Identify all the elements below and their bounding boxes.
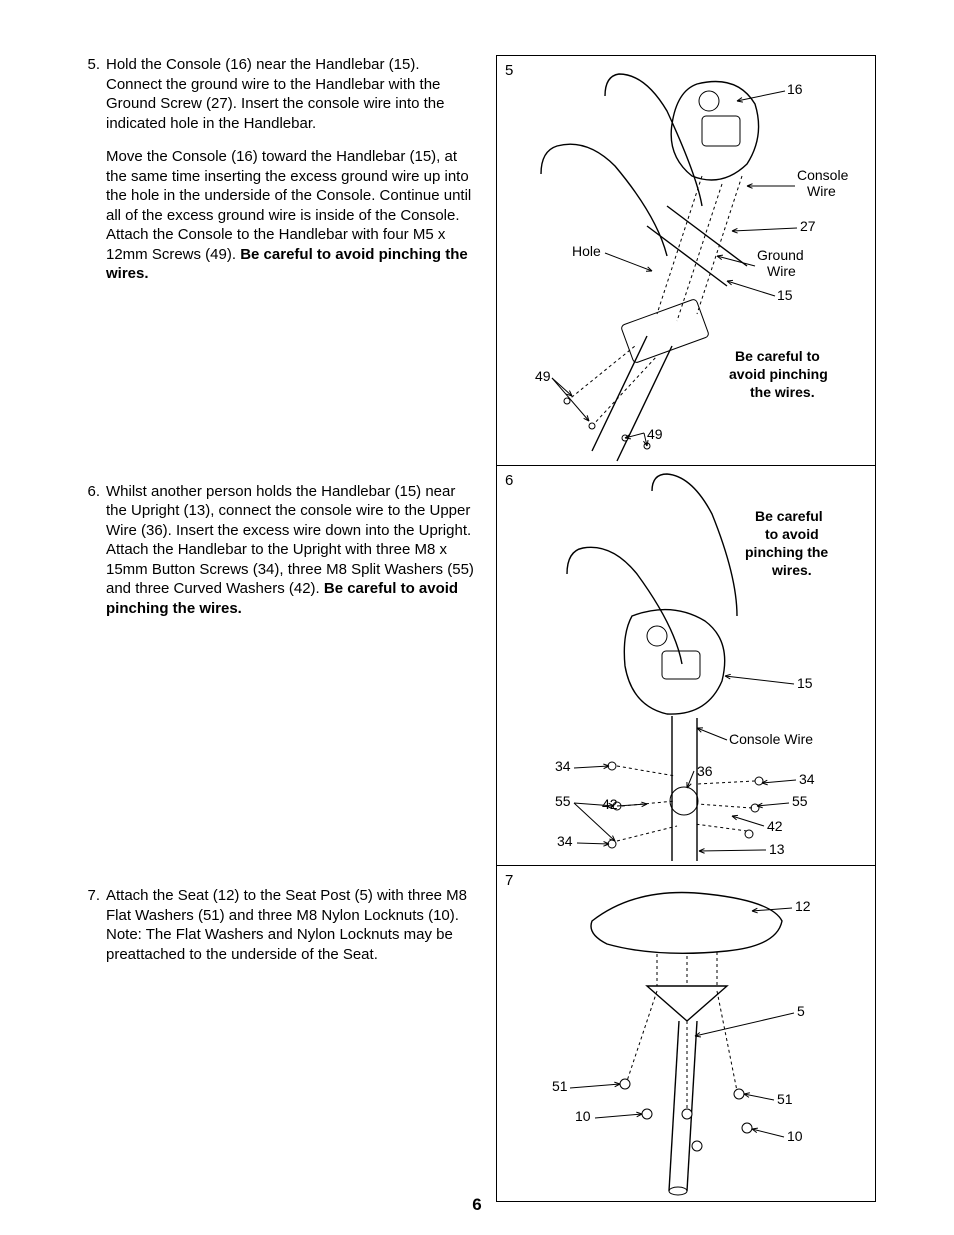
figure-panel: 516ConsoleWire27HoleGroundWire154949Be c… [497,56,875,466]
step-paragraph: Attach the Seat (12) to the Seat Post (5… [106,886,478,964]
diagram-label: to avoid [765,526,819,542]
step-body: Whilst another person holds the Handleba… [106,482,478,633]
assembly-diagram: Be careful to avoid pinching the wires. 15 Co… [497,466,875,866]
instruction-step: 6.Whilst another person holds the Handle… [78,482,478,633]
diagram-label: 42 [767,818,783,834]
panel-number: 7 [505,872,513,889]
assembly-diagram: 16ConsoleWire27HoleGroundWire154949Be ca… [497,56,875,466]
step-paragraph: Whilst another person holds the Handleba… [106,482,478,619]
diagram-label: 51 [777,1091,793,1107]
diagram-label: 13 [769,841,785,857]
diagram-label: 51 [552,1078,568,1094]
manual-page: 5.Hold the Console (16) near the Handleb… [0,0,954,1235]
diagram-label: 42 [602,796,618,812]
diagram-label: 15 [777,287,793,303]
diagram-label: 34 [557,833,573,849]
diagram-label: 15 [797,675,813,691]
diagram-label: 49 [535,368,551,384]
step-paragraph: Move the Console (16) toward the Handleb… [106,147,478,284]
step-body: Attach the Seat (12) to the Seat Post (5… [106,886,478,978]
diagram-label: 10 [787,1128,803,1144]
diagram-label: Wire [807,183,836,199]
figure-panel: 7 12 5 51 51 10 10 [497,866,875,1201]
diagram-label: Be careful to [735,348,820,364]
diagram-label: Console Wire [729,731,813,747]
diagram-label: Console [797,167,849,183]
diagram-label: 12 [795,898,811,914]
diagram-label: avoid pinching [729,366,828,382]
diagram-label: 36 [697,763,713,779]
instruction-step: 7.Attach the Seat (12) to the Seat Post … [78,886,478,978]
diagram-label: 49 [647,426,663,442]
instruction-column: 5.Hold the Console (16) near the Handleb… [78,55,478,1202]
page-number: 6 [0,1195,954,1215]
diagram-label: Be careful [755,508,823,524]
figure-panel: 6 Be careful to avoid pinching the wires. 15 C… [497,466,875,866]
diagram-label: 34 [555,758,571,774]
diagram-label: 10 [575,1108,591,1124]
assembly-diagram: 12 5 51 51 10 10 [497,866,875,1201]
diagram-label: 55 [792,793,808,809]
diagram-label: 16 [787,81,803,97]
diagram-label: Wire [767,263,796,279]
step-number: 5. [78,55,106,298]
content-row: 5.Hold the Console (16) near the Handleb… [78,55,878,1202]
step-paragraph: Hold the Console (16) near the Handlebar… [106,55,478,133]
panel-number: 6 [505,472,513,489]
step-number: 6. [78,482,106,633]
step-number: 7. [78,886,106,978]
diagram-label: pinching the [745,544,828,560]
diagram-label: 34 [799,771,815,787]
diagram-label: the wires. [750,384,815,400]
panel-number: 5 [505,62,513,79]
diagram-label: Ground [757,247,804,263]
diagram-label: wires. [771,562,812,578]
diagram-label: 5 [797,1003,805,1019]
diagram-label: 55 [555,793,571,809]
instruction-step: 5.Hold the Console (16) near the Handleb… [78,55,478,298]
figure-column: 516ConsoleWire27HoleGroundWire154949Be c… [496,55,876,1202]
diagram-label: Hole [572,243,601,259]
step-body: Hold the Console (16) near the Handlebar… [106,55,478,298]
diagram-label: 27 [800,218,816,234]
